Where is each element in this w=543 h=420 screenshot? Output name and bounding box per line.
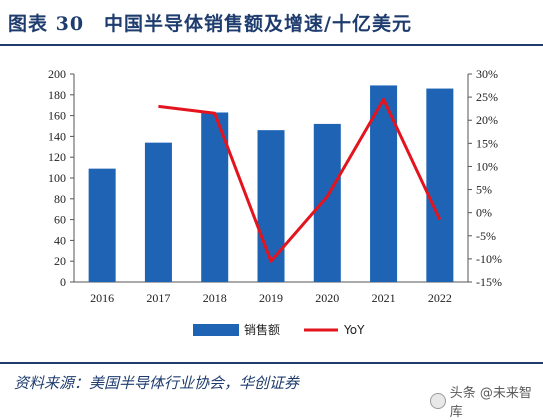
watermark-text: 头条 @未来智库 — [449, 386, 532, 420]
x-tick-label: 2017 — [146, 291, 170, 305]
y-left-tick-label: 0 — [60, 275, 66, 289]
y-right-tick-label: 10% — [476, 159, 498, 173]
y-left-tick-label: 60 — [54, 213, 66, 227]
y-right-tick-label: 25% — [476, 90, 498, 104]
bar — [257, 130, 285, 282]
watermark: 头条 @未来智库 — [430, 382, 543, 420]
y-left-tick-label: 200 — [48, 67, 66, 81]
legend-bar-swatch — [193, 324, 239, 336]
y-right-tick-label: -10% — [476, 252, 502, 266]
y-right-tick-label: 20% — [476, 113, 498, 127]
watermark-logo-icon — [430, 393, 446, 409]
y-left-tick-label: 120 — [48, 150, 66, 164]
y-axis-left-ticks: 0 20 40 60 80 100 120 140 160 180 200 — [48, 67, 74, 289]
x-tick-label: 2019 — [259, 291, 283, 305]
x-tick-label: 2021 — [372, 291, 396, 305]
y-left-tick-label: 180 — [48, 88, 66, 102]
legend-line-label: YoY — [343, 323, 365, 337]
bar-series — [88, 85, 454, 282]
x-tick-label: 2018 — [203, 291, 227, 305]
bar — [144, 142, 172, 282]
x-tick-label: 2022 — [428, 291, 452, 305]
bar — [88, 168, 116, 282]
yoy-line — [158, 97, 442, 263]
chart: 0 20 40 60 80 100 120 140 160 180 200 -15% -10% -5% 0… — [48, 67, 502, 337]
footer-rule — [0, 362, 543, 364]
figure-title: 图表 30 中国半导体销售额及增速/十亿美元 — [8, 13, 412, 35]
y-right-tick-label: -15% — [476, 275, 502, 289]
bar — [426, 88, 454, 282]
legend: 销售额 YoY — [193, 322, 365, 337]
y-left-tick-label: 140 — [48, 129, 66, 143]
y-right-tick-label: -5% — [476, 229, 496, 243]
y-left-tick-label: 40 — [54, 233, 66, 247]
x-axis-labels: 2016 2017 2018 2019 2020 2021 2022 — [90, 291, 452, 305]
y-left-tick-label: 100 — [48, 171, 66, 185]
y-left-tick-label: 80 — [54, 192, 66, 206]
y-right-tick-label: 5% — [476, 183, 492, 197]
y-right-tick-label: 30% — [476, 67, 498, 81]
x-tick-label: 2020 — [315, 291, 339, 305]
legend-bar-label: 销售额 — [244, 322, 280, 337]
y-left-tick-label: 20 — [54, 254, 66, 268]
source-note: 资料来源：美国半导体行业协会，华创证券 — [14, 374, 300, 392]
bar — [313, 123, 341, 282]
y-axis-right-ticks: -15% -10% -5% 0% 5% 10% 15% 20% 25% 30% — [468, 67, 502, 289]
y-left-tick-label: 160 — [48, 109, 66, 123]
x-tick-label: 2016 — [90, 291, 114, 305]
title-bar: 图表 30 中国半导体销售额及增速/十亿美元 — [0, 0, 543, 46]
y-right-tick-label: 0% — [476, 206, 492, 220]
y-right-tick-label: 15% — [476, 136, 498, 150]
